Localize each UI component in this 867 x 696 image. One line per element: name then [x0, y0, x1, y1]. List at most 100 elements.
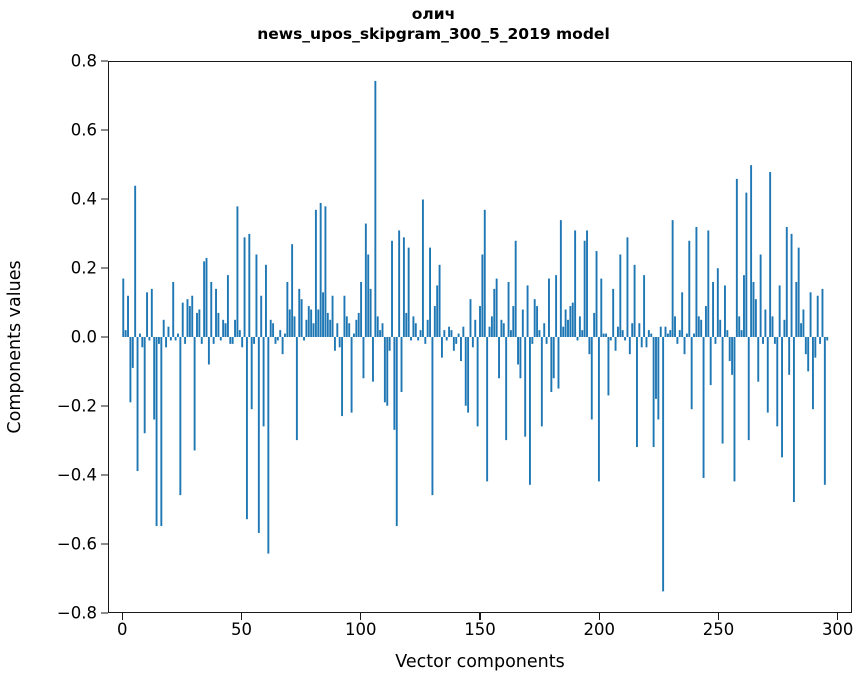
bar [229, 337, 232, 344]
bar [381, 323, 384, 337]
bar [367, 254, 370, 337]
bar [811, 337, 814, 410]
bar [502, 323, 505, 337]
x-axis-label: Vector components [395, 652, 565, 672]
bar [597, 337, 600, 482]
bar [743, 275, 745, 337]
bar [181, 302, 184, 337]
bar [747, 337, 750, 441]
bar [276, 337, 279, 341]
bar [162, 319, 165, 337]
bar [640, 337, 643, 348]
bar [512, 306, 515, 337]
bar [788, 337, 791, 375]
bar [804, 337, 807, 355]
bar [272, 323, 275, 337]
bar [531, 337, 534, 344]
bar [238, 330, 241, 337]
bar [778, 285, 781, 337]
bar [769, 172, 772, 337]
bar [186, 299, 189, 337]
y-tick-mark [101, 198, 108, 200]
bar [697, 316, 700, 337]
bar [260, 295, 263, 337]
bar [671, 220, 674, 337]
bar [169, 337, 172, 341]
bar [388, 337, 391, 351]
bar [724, 285, 726, 337]
bar [295, 337, 298, 441]
bar [797, 247, 800, 337]
bar [631, 323, 634, 337]
bar [193, 337, 196, 451]
x-tick-mark [240, 613, 243, 620]
bar [400, 337, 403, 392]
bar [353, 333, 355, 337]
bar [685, 333, 688, 337]
bar [590, 337, 593, 420]
bar [267, 337, 270, 554]
bar [488, 326, 491, 337]
bar [666, 333, 669, 337]
bar [379, 330, 382, 337]
bar [414, 323, 417, 337]
x-tick-label: 200 [583, 620, 615, 639]
bar [550, 337, 553, 392]
bar [436, 285, 439, 337]
bar [583, 240, 586, 337]
bar [350, 337, 353, 413]
bar [279, 330, 282, 337]
x-axis-tick-labels: 0 50 100 150 200 250 300 [108, 620, 853, 646]
bar [281, 337, 284, 355]
bar [455, 337, 458, 344]
bar [752, 282, 755, 337]
y-tick-mark [101, 543, 108, 545]
x-tick-label: 0 [117, 620, 128, 639]
bar [533, 299, 536, 337]
bar [750, 165, 753, 337]
bar [336, 323, 339, 337]
bar [574, 230, 577, 337]
bar [469, 299, 472, 337]
bar [726, 330, 729, 337]
bar [215, 288, 217, 337]
bar [483, 209, 486, 337]
bar [505, 337, 508, 441]
bar [372, 337, 374, 382]
bar [693, 333, 695, 337]
bar [669, 330, 672, 337]
bar [721, 337, 724, 444]
bar [790, 233, 793, 337]
bar [143, 337, 146, 434]
bar [543, 323, 546, 337]
bar [555, 275, 558, 337]
x-tick-label: 250 [702, 620, 735, 639]
bar [764, 309, 767, 337]
bar [421, 199, 424, 337]
y-tick-mark [101, 267, 108, 269]
bar [376, 316, 379, 337]
bar [545, 337, 548, 344]
bar [286, 282, 289, 337]
chart-title: олич news_upos_skipgram_300_5_2019 model [0, 5, 867, 45]
bar [440, 337, 443, 358]
bar [514, 240, 517, 337]
y-tick-mark [101, 129, 108, 131]
bar [153, 337, 156, 420]
bar [312, 323, 315, 337]
bar [495, 278, 498, 337]
bar [645, 337, 648, 348]
y-tick-label: 0.0 [70, 327, 97, 347]
x-tick-mark [121, 613, 123, 620]
bar [733, 337, 736, 482]
bar [621, 330, 624, 337]
bar [500, 319, 503, 337]
bar [602, 333, 605, 337]
bar [234, 319, 236, 337]
bar [298, 288, 301, 337]
bar [519, 337, 522, 379]
bar [695, 227, 698, 337]
bar [643, 275, 646, 337]
bar [329, 319, 332, 337]
bar [314, 209, 317, 337]
